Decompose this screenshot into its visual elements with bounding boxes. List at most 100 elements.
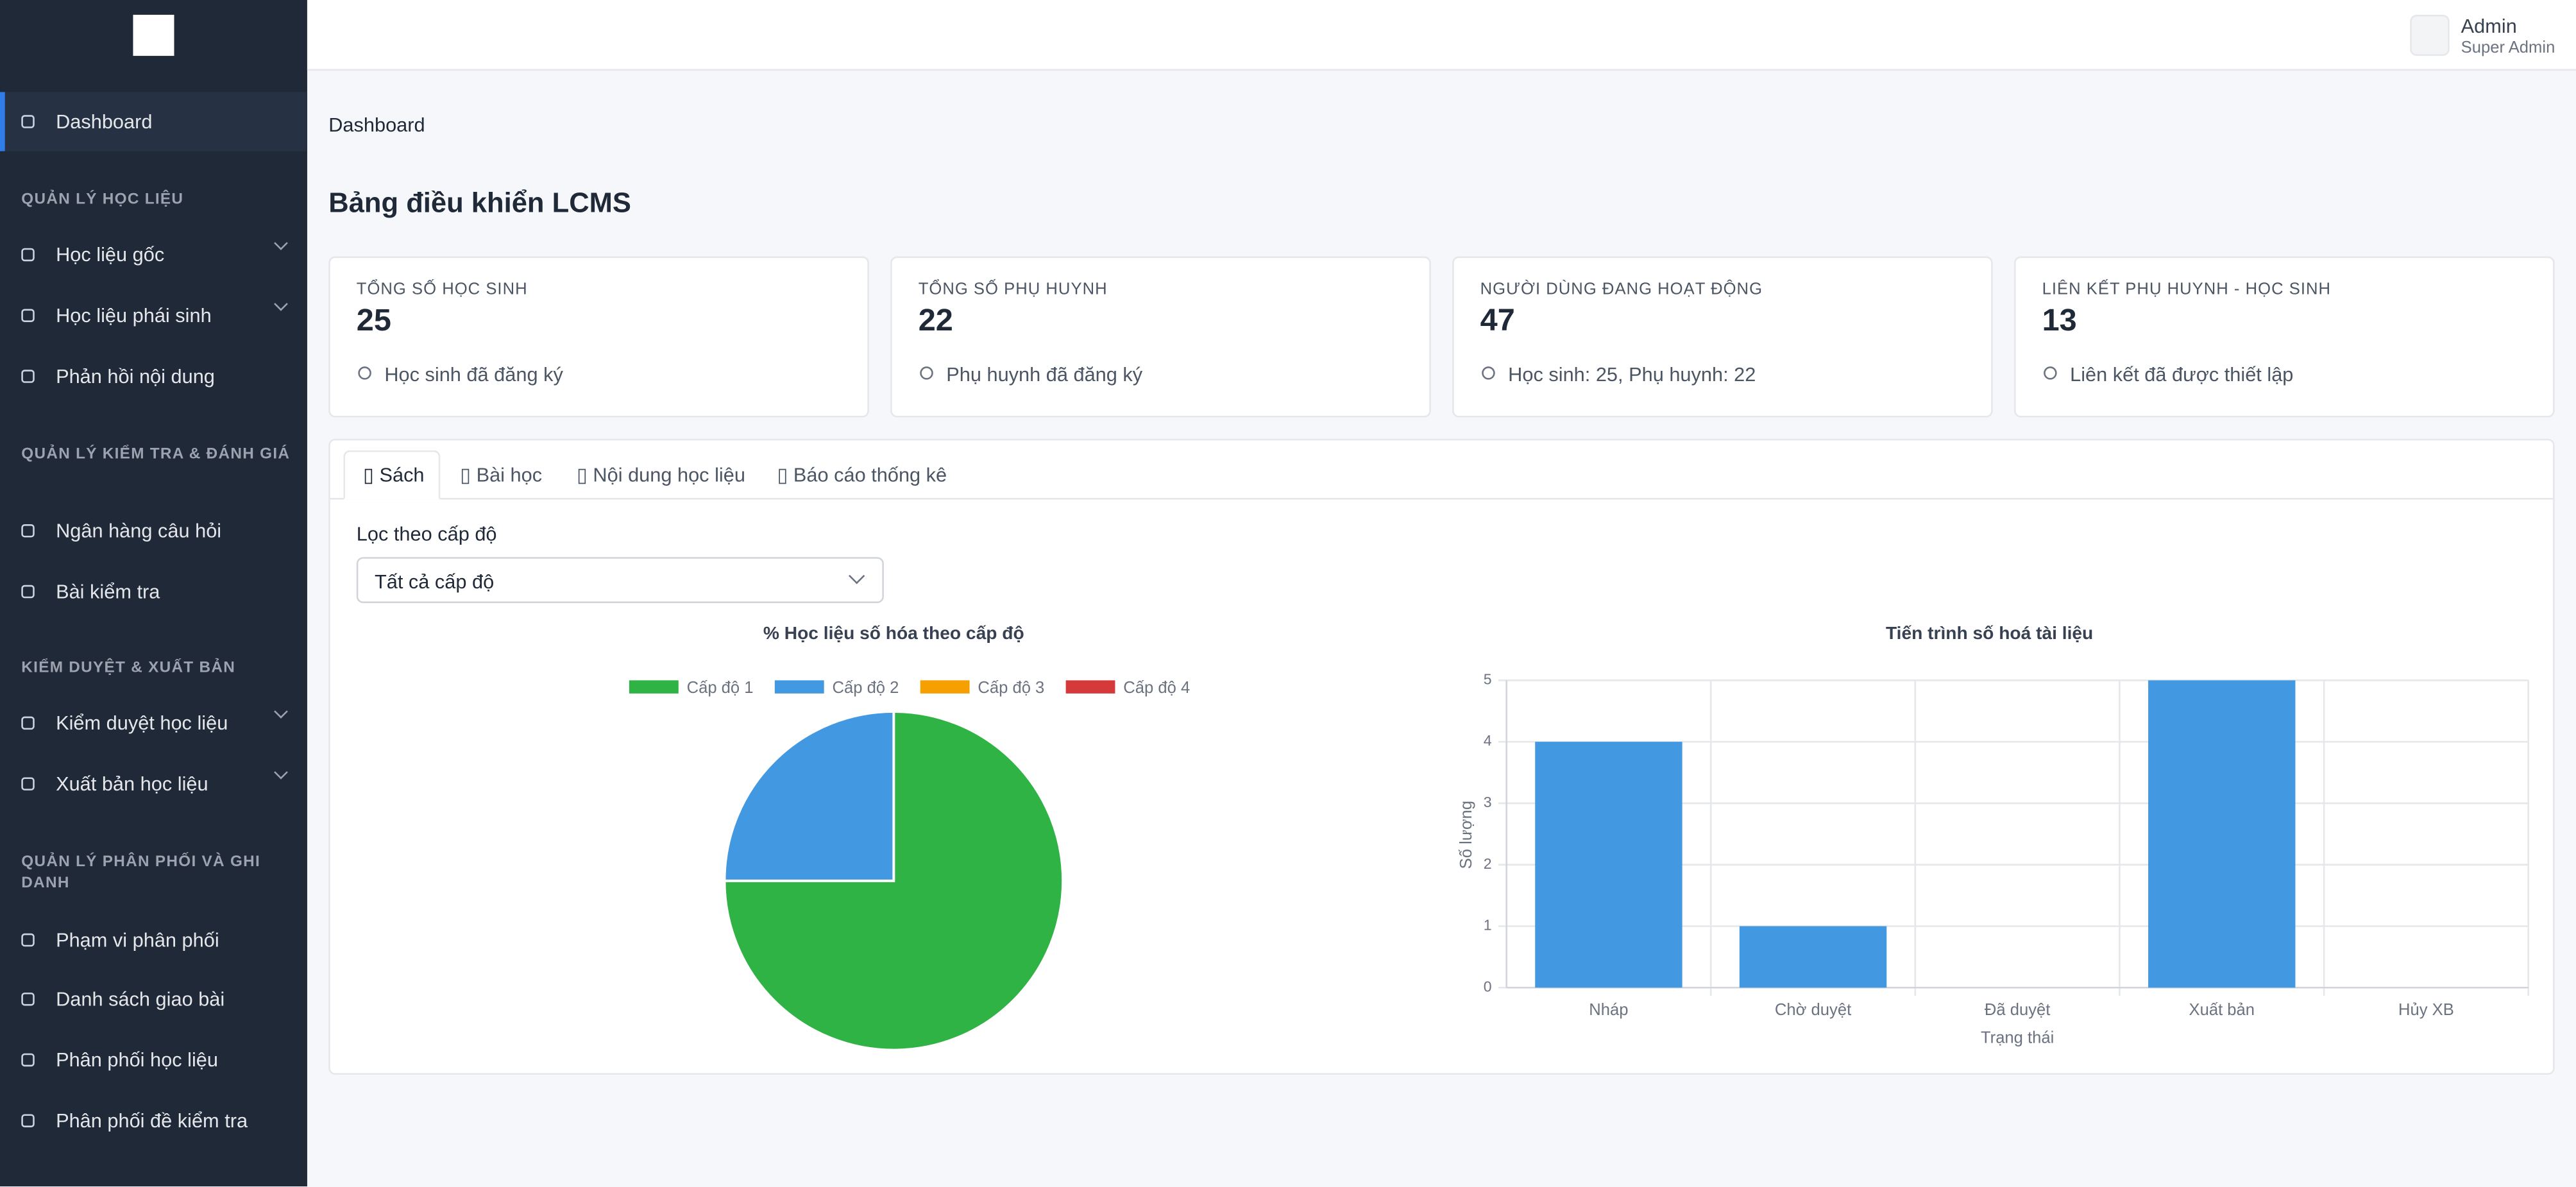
nav-icon [21,309,35,322]
nav-section: QUẢN LÝ KIỂM TRA & ĐÁNH GIÁ [21,445,291,464]
legend-swatch [774,680,824,694]
nav-item[interactable]: Phạm vi phân phối [56,928,219,952]
nav-icon [21,524,35,538]
nav-item[interactable]: Kiểm duyệt học liệu [56,711,228,735]
tab[interactable]: ▯ Bài học [460,463,543,487]
nav-item[interactable]: Học liệu gốc [56,243,165,266]
legend-swatch [629,680,679,694]
card-note: Học sinh đã đăng ký [384,363,563,386]
filter-label: Lọc theo cấp độ [356,522,497,546]
legend-swatch [920,680,970,694]
card-icon [920,366,933,380]
stat-card: LIÊN KẾT PHỤ HUYNH - HỌC SINH 13 Liên kế… [2014,256,2555,418]
tab-label[interactable]: Bài học [476,463,543,487]
nav-item[interactable]: Phản hồi nội dung [56,364,215,388]
nav-icon [21,1114,35,1127]
nav-item[interactable]: Phân phối học liệu [56,1048,218,1072]
x-tick-label: Hủy XB [2398,1001,2454,1019]
x-axis-label: Trạng thái [1981,1029,2054,1046]
x-tick-label: Nháp [1589,1001,1628,1019]
legend-label: Cấp độ 3 [978,679,1044,697]
y-axis-label: Số lượng [1457,801,1475,869]
card-icon [2044,366,2057,380]
nav-icon [21,585,35,599]
bar [2148,680,2296,988]
nav-item[interactable]: Danh sách giao bài [56,987,225,1011]
tab[interactable]: ▯ Báo cáo thống kê [777,463,947,487]
stat-card: TỔNG SỐ HỌC SINH 25 Học sinh đã đăng ký [328,256,869,418]
card-value: 47 [1480,303,1515,339]
page-title: Bảng điều khiển LCMS [328,187,631,219]
logo[interactable] [133,15,174,56]
pie-slice [723,710,1064,1052]
y-tick-label: 1 [1484,917,1492,934]
nav-item[interactable]: Học liệu phái sinh [56,303,212,327]
legend-label: Cấp độ 4 [1123,679,1190,697]
y-tick-label: 5 [1484,670,1492,687]
nav-section: QUẢN LÝ HỌC LIỆU [21,191,184,209]
bar [1739,926,1887,988]
legend-label: Cấp độ 2 [832,679,899,697]
nav-icon [21,1053,35,1067]
sidebar: Dashboard QUẢN LÝ HỌC LIỆU Học liệu gốc … [0,0,307,1187]
nav-icon [21,933,35,947]
topbar [307,0,2576,71]
nav-section: QUẢN LÝ PHÂN PHỐI VÀ GHI DANH [21,853,261,892]
legend-swatch [1065,680,1115,694]
pie-slice [723,710,895,882]
tab-label[interactable]: Báo cáo thống kê [793,463,947,487]
x-tick-label: Đã duyệt [1985,1001,2051,1019]
tab[interactable]: ▯ Nội dung học liệu [576,463,745,487]
nav-item[interactable]: Bài kiểm tra [56,580,160,603]
chart-title: Tiến trình số hoá tài liệu [1886,622,2093,643]
breadcrumb[interactable]: Dashboard [328,113,425,137]
card-note: Liên kết đã được thiết lập [2070,363,2294,386]
y-tick-label: 4 [1484,732,1492,749]
tab-bar [330,498,2554,500]
tab-active[interactable] [343,450,441,500]
tab-label[interactable]: Sách [379,463,425,487]
card-label: NGƯỜI DÙNG ĐANG HOẠT ĐỘNG [1480,280,1763,300]
legend-label: Cấp độ 1 [687,679,754,697]
nav-item[interactable]: Phân phối đề kiểm tra [56,1109,248,1132]
nav-icon [21,115,35,128]
nav-icon [21,777,35,790]
nav-active[interactable] [0,92,307,151]
nav-icon [21,248,35,262]
user-name[interactable]: Admin [2461,15,2517,38]
y-tick-label: 2 [1484,855,1492,872]
tab-label[interactable]: Nội dung học liệu [593,463,745,487]
card-icon [1482,366,1495,380]
avatar[interactable] [2410,15,2450,56]
nav-item[interactable]: Dashboard [56,110,153,133]
nav-icon [21,370,35,383]
level-select[interactable]: Tất cả cấp độ [356,557,884,603]
user-role: Super Admin [2461,39,2555,58]
tab[interactable]: ▯ Sách [363,463,425,487]
chart-title: % Học liệu số hóa theo cấp độ [763,622,1024,643]
card-value: 13 [2042,303,2077,339]
nav-item[interactable]: Ngân hàng câu hỏi [56,519,222,543]
select-value[interactable]: Tất cả cấp độ [374,570,495,594]
y-tick-label: 0 [1484,978,1492,995]
stat-card: NGƯỜI DÙNG ĐANG HOẠT ĐỘNG 47 Học sinh: 2… [1452,256,1993,418]
card-label: TỔNG SỐ PHỤ HUYNH [918,280,1108,300]
card-icon [358,366,371,380]
card-note: Phụ huynh đã đăng ký [946,363,1143,386]
bar [1535,742,1682,988]
x-tick-label: Xuất bản [2189,1001,2255,1019]
card-value: 22 [918,303,953,339]
x-tick-label: Chờ duyệt [1775,1001,1851,1019]
card-note: Học sinh: 25, Phụ huynh: 22 [1508,363,1756,386]
stat-card: TỔNG SỐ PHỤ HUYNH 22 Phụ huynh đã đăng k… [890,256,1431,418]
card-label: TỔNG SỐ HỌC SINH [356,280,528,300]
nav-item[interactable]: Xuất bản học liệu [56,772,208,796]
y-tick-label: 3 [1484,794,1492,810]
nav-section: KIỂM DUYỆT & XUẤT BẢN [21,659,236,678]
card-value: 25 [356,303,391,339]
nav-icon [21,716,35,730]
card-label: LIÊN KẾT PHỤ HUYNH - HỌC SINH [2042,280,2332,300]
